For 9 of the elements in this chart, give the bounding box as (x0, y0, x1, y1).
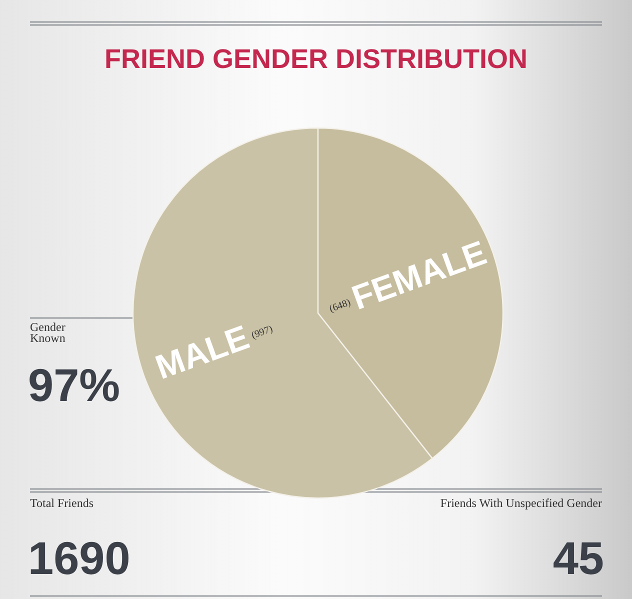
chart-title: FRIEND GENDER DISTRIBUTION (104, 44, 528, 74)
text: 97% (28, 359, 120, 411)
text: Total Friends (30, 496, 94, 510)
text: 1690 (28, 532, 130, 584)
data-label: (648) (328, 297, 352, 315)
text: Gender Known (30, 320, 66, 345)
data-label: (997) (250, 324, 274, 342)
text: 45 (552, 532, 604, 584)
text: Friends With Unspecified Gender (440, 496, 602, 510)
